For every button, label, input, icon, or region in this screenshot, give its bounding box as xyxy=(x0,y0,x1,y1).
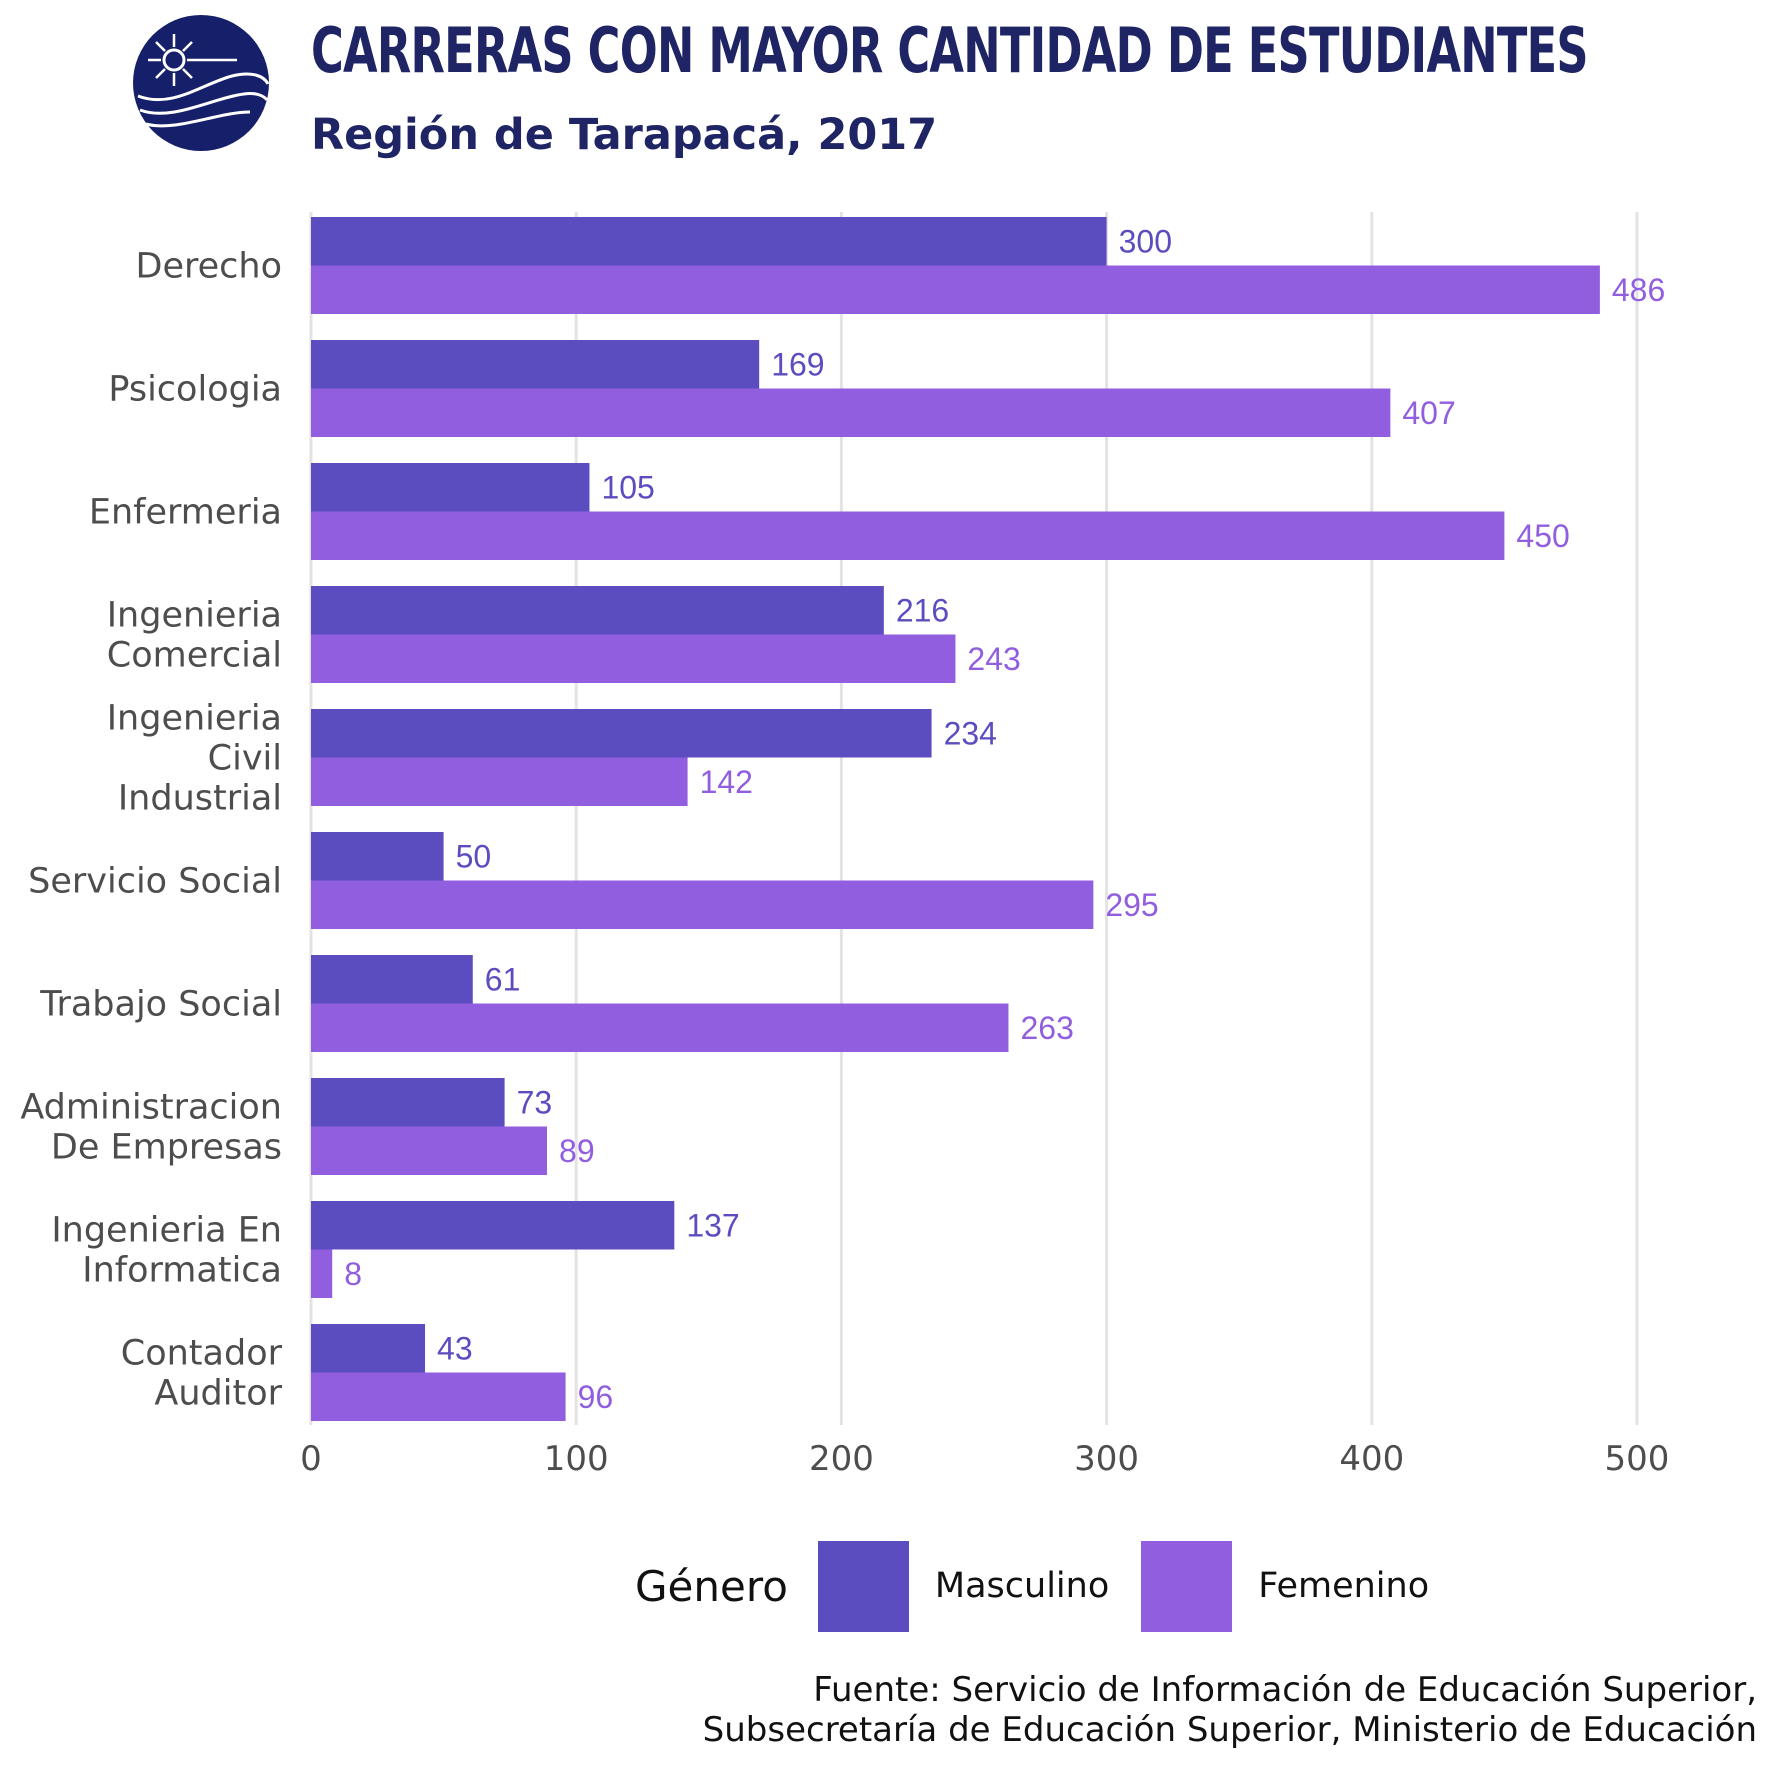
bar-masculino-8 xyxy=(311,1201,675,1250)
data-label-masculino-7: 73 xyxy=(517,1084,553,1120)
x-tick-label-500: 500 xyxy=(1605,1439,1670,1479)
data-label-femenino-7: 89 xyxy=(559,1133,595,1169)
x-tick-label-400: 400 xyxy=(1339,1439,1404,1479)
legend-swatch-masculino xyxy=(817,1540,909,1632)
bar-femenino-7 xyxy=(311,1126,548,1175)
bar-masculino-9 xyxy=(311,1324,426,1373)
data-label-femenino-6: 263 xyxy=(1020,1010,1073,1046)
category-label-0: Derecho xyxy=(136,247,282,287)
bar-masculino-3 xyxy=(311,586,884,635)
category-label-6: Trabajo Social xyxy=(39,985,282,1025)
category-label-7: Administracion De Empresas xyxy=(20,1088,282,1168)
data-label-masculino-2: 105 xyxy=(601,469,654,505)
bar-masculino-5 xyxy=(311,832,444,881)
category-label-line: Auditor xyxy=(154,1374,282,1414)
bar-masculino-1 xyxy=(311,340,760,389)
chart-subtitle: Región de Tarapacá, 2017 xyxy=(311,110,938,160)
legend-item-femenino: Femenino xyxy=(1141,1540,1430,1632)
x-tick-label-200: 200 xyxy=(809,1439,874,1479)
category-label-2: Enfermeria xyxy=(89,493,282,533)
data-label-femenino-8: 8 xyxy=(344,1256,362,1292)
logo-icon xyxy=(133,15,270,151)
category-label-line: Ingenieria xyxy=(107,699,282,739)
data-label-masculino-8: 137 xyxy=(686,1207,739,1243)
data-label-masculino-6: 61 xyxy=(485,961,521,997)
legend-item-masculino: Masculino xyxy=(817,1540,1110,1632)
category-label-line: De Empresas xyxy=(51,1128,282,1168)
x-tick-label-100: 100 xyxy=(544,1439,609,1479)
data-label-femenino-9: 96 xyxy=(578,1379,614,1415)
legend-swatch-femenino xyxy=(1141,1540,1233,1632)
bar-femenino-8 xyxy=(311,1249,333,1298)
data-label-masculino-1: 169 xyxy=(771,346,824,382)
category-label-5: Servicio Social xyxy=(28,862,282,902)
data-label-femenino-0: 486 xyxy=(1612,272,1665,308)
category-label-line: Enfermeria xyxy=(89,493,282,533)
category-label-1: Psicologia xyxy=(108,370,282,410)
category-label-line: Industrial xyxy=(118,779,282,819)
bar-masculino-4 xyxy=(311,709,932,758)
legend: Género Masculino Femenino xyxy=(635,1540,1461,1632)
category-label-line: Ingenieria xyxy=(107,596,282,636)
bar-femenino-6 xyxy=(311,1003,1009,1052)
category-label-9: Contador Auditor xyxy=(121,1334,283,1414)
category-label-line: Comercial xyxy=(107,636,282,676)
bar-femenino-1 xyxy=(311,388,1391,437)
category-label-line: Servicio Social xyxy=(28,862,282,902)
data-label-masculino-0: 300 xyxy=(1119,223,1172,259)
category-label-line: Trabajo Social xyxy=(39,985,282,1025)
source-line-1: Fuente: Servicio de Información de Educa… xyxy=(813,1670,1757,1710)
category-label-line: Ingenieria En xyxy=(51,1211,282,1251)
data-label-femenino-4: 142 xyxy=(700,764,753,800)
data-label-masculino-5: 50 xyxy=(456,838,492,874)
x-tick-label-300: 300 xyxy=(1074,1439,1139,1479)
data-label-femenino-1: 407 xyxy=(1402,395,1455,431)
data-label-masculino-9: 43 xyxy=(437,1330,473,1366)
bar-femenino-0 xyxy=(311,265,1600,314)
bar-femenino-9 xyxy=(311,1372,566,1421)
bar-masculino-7 xyxy=(311,1078,505,1127)
category-label-line: Contador xyxy=(121,1334,283,1374)
category-label-3: Ingenieria Comercial xyxy=(107,596,282,676)
bar-femenino-2 xyxy=(311,511,1505,560)
category-label-4: Ingenieria Civil Industrial xyxy=(107,699,282,819)
bar-chart: 300 486 Derecho 169 407 Psicologia 105 450 Enfer… xyxy=(20,212,1670,1479)
data-label-masculino-3: 216 xyxy=(896,592,949,628)
bar-femenino-4 xyxy=(311,757,688,806)
category-label-8: Ingenieria En Informatica xyxy=(51,1211,282,1291)
data-label-femenino-3: 243 xyxy=(967,641,1020,677)
data-label-femenino-5: 295 xyxy=(1105,887,1158,923)
bar-masculino-0 xyxy=(311,217,1107,266)
x-tick-label-0: 0 xyxy=(300,1439,322,1479)
source-note: Fuente: Servicio de Información de Educa… xyxy=(703,1670,1757,1750)
category-label-line: Psicologia xyxy=(108,370,282,410)
bar-masculino-6 xyxy=(311,955,473,1004)
category-label-line: Informatica xyxy=(82,1251,282,1291)
category-label-line: Civil xyxy=(208,739,282,779)
data-label-femenino-2: 450 xyxy=(1516,518,1569,554)
bar-masculino-2 xyxy=(311,463,590,512)
bar-femenino-5 xyxy=(311,880,1094,929)
legend-title: Género xyxy=(635,1561,788,1611)
legend-label-masculino: Masculino xyxy=(934,1566,1110,1606)
bar-femenino-3 xyxy=(311,634,956,683)
category-label-line: Derecho xyxy=(136,247,282,287)
source-line-2: Subsecretaría de Educación Superior, Min… xyxy=(702,1710,1757,1750)
legend-label-femenino: Femenino xyxy=(1258,1566,1430,1606)
data-label-masculino-4: 234 xyxy=(944,715,997,751)
chart-title: CARRERAS CON MAYOR CANTIDAD DE ESTUDIANT… xyxy=(311,14,1589,87)
category-label-line: Administracion xyxy=(20,1088,282,1128)
